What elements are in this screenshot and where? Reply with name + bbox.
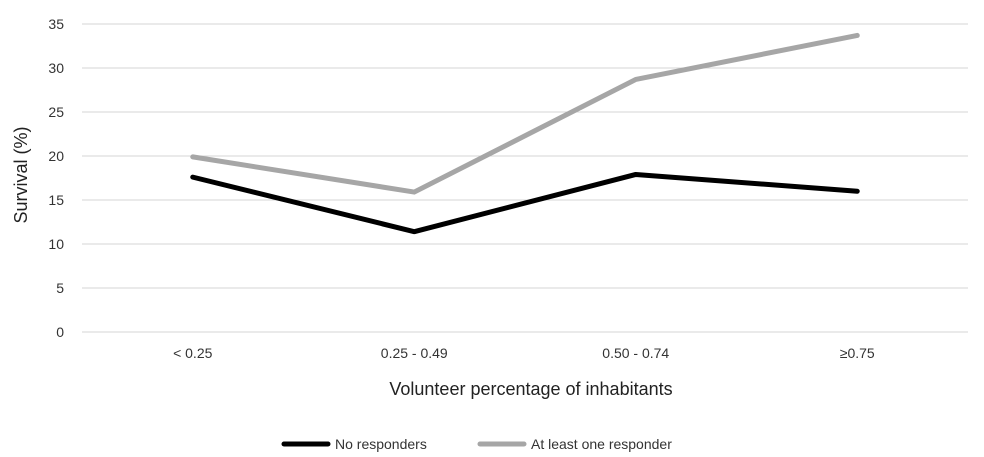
legend: No responders At least one responder xyxy=(281,436,672,452)
legend-item: No responders xyxy=(281,436,427,452)
x-tick-label: ≥0.75 xyxy=(840,345,875,361)
y-axis-title: Survival (%) xyxy=(11,126,31,223)
y-tick-label: 5 xyxy=(56,280,64,296)
y-tick-label: 10 xyxy=(48,236,64,252)
x-tick-label: < 0.25 xyxy=(173,345,213,361)
y-axis-ticks: 0 5 10 15 20 25 30 35 xyxy=(48,16,64,340)
y-tick-label: 15 xyxy=(48,192,64,208)
y-tick-label: 20 xyxy=(48,148,64,164)
legend-item: At least one responder xyxy=(477,436,672,452)
y-tick-label: 35 xyxy=(48,16,64,32)
y-tick-label: 0 xyxy=(56,324,64,340)
x-axis-ticks: < 0.25 0.25 - 0.49 0.50 - 0.74 ≥0.75 xyxy=(173,345,875,361)
series-line-at-least-one-responder xyxy=(190,32,860,195)
x-tick-label: 0.25 - 0.49 xyxy=(381,345,448,361)
gridlines xyxy=(82,23,968,333)
x-tick-label: 0.50 - 0.74 xyxy=(602,345,669,361)
series-line-no-responders xyxy=(190,171,860,235)
legend-label: At least one responder xyxy=(531,436,672,452)
y-tick-label: 25 xyxy=(48,104,64,120)
series-lines xyxy=(190,32,860,235)
legend-label: No responders xyxy=(335,436,427,452)
y-tick-label: 30 xyxy=(48,60,64,76)
x-axis-title: Volunteer percentage of inhabitants xyxy=(389,379,672,399)
